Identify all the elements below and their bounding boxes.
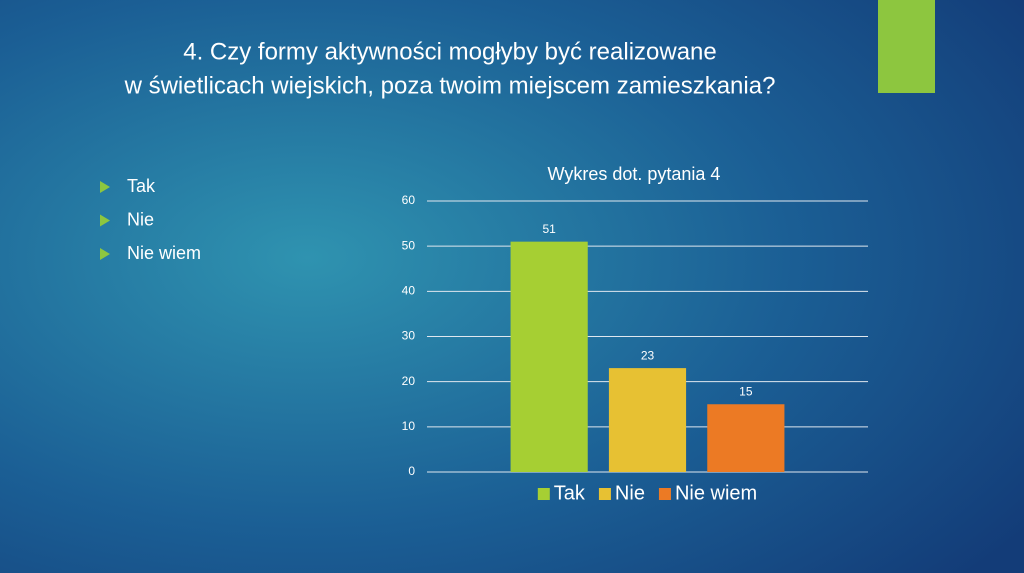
data-label: 15 [739, 384, 753, 398]
legend: Tak Nie Nie wiem [537, 482, 757, 504]
y-tick-label: 50 [402, 238, 416, 252]
legend-swatch [598, 488, 611, 500]
bullet-arrow [100, 214, 110, 227]
bullet-arrow [100, 181, 110, 193]
legend-swatch [537, 488, 550, 500]
bullet-text: Tak [127, 176, 156, 196]
y-tick-label: 40 [402, 284, 416, 298]
bar [608, 368, 687, 472]
y-tick-label: 60 [402, 193, 416, 207]
data-label: 23 [641, 348, 655, 362]
slide-title: 4. Czy formy aktywności mogłyby być real… [183, 38, 717, 65]
y-tick-label: 20 [402, 374, 416, 388]
legend-swatch [658, 488, 671, 500]
y-tick-label: 30 [402, 329, 416, 343]
bar [707, 404, 785, 472]
legend-label: Nie [615, 482, 645, 504]
bullet-arrow [100, 248, 110, 260]
legend-label: Tak [554, 482, 586, 504]
accent-bar [878, 0, 935, 93]
bullet-text: Nie wiem [127, 243, 201, 263]
legend-label: Nie wiem [675, 482, 757, 504]
data-label: 51 [542, 222, 556, 236]
bullet-text: Nie [127, 209, 154, 229]
slide-title: w świetlicach wiejskich, poza twoim miej… [124, 72, 776, 99]
y-tick-label: 0 [408, 464, 415, 478]
bar [510, 241, 588, 472]
chart-title: Wykres dot. pytania 4 [548, 164, 721, 184]
y-tick-label: 10 [402, 419, 416, 433]
